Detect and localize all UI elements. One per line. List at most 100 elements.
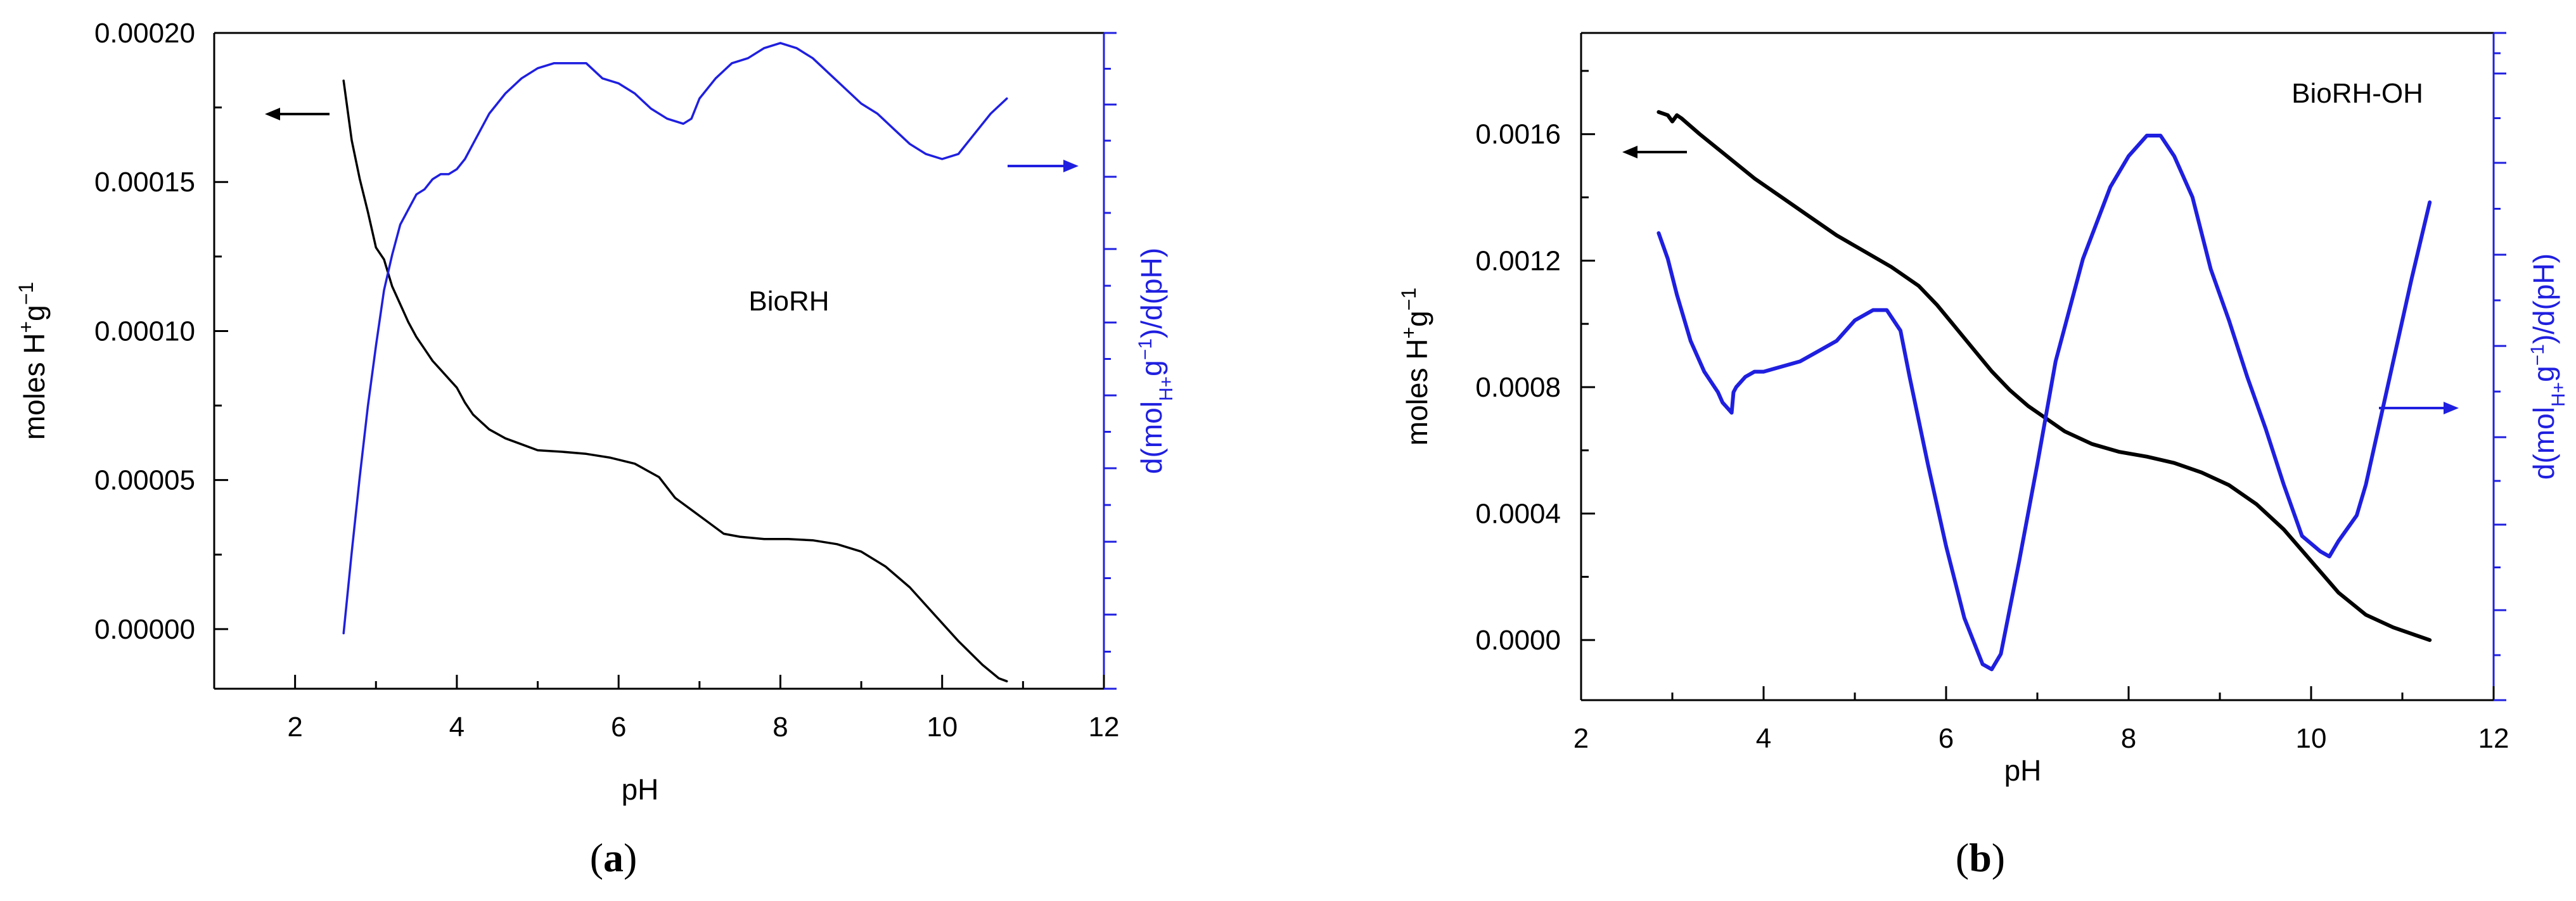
- y-left-tick-label: 0.0004: [1475, 499, 1561, 530]
- data-point-derivative: [2247, 376, 2248, 377]
- data-point-moles: [2201, 472, 2202, 473]
- data-point-derivative: [1733, 392, 1734, 393]
- data-point-moles: [909, 587, 910, 588]
- y-left-tick-label: 0.0008: [1475, 372, 1561, 403]
- data-point-moles: [456, 387, 457, 388]
- data-point-derivative: [699, 98, 700, 99]
- y-left-tick-label: 0.00020: [94, 18, 195, 49]
- data-point-derivative: [489, 113, 490, 114]
- data-point-derivative: [2320, 551, 2321, 552]
- data-point-derivative: [2055, 361, 2056, 362]
- panel-caption: (b): [1956, 835, 2005, 880]
- data-point-moles: [1809, 216, 1810, 217]
- series-line-derivative: [1656, 134, 2432, 672]
- data-point-moles: [707, 521, 708, 522]
- data-point-derivative: [602, 78, 603, 79]
- data-point-derivative: [1909, 376, 1910, 377]
- data-point-derivative: [1754, 371, 1755, 372]
- data-point-derivative: [1722, 402, 1723, 403]
- x-tick-label: 6: [1938, 723, 1954, 754]
- data-point-moles: [1672, 121, 1673, 122]
- data-point-derivative: [416, 194, 417, 195]
- data-point-moles: [934, 614, 935, 615]
- series-line-moles: [1656, 110, 2432, 642]
- data-point-moles: [489, 429, 490, 430]
- data-point-moles: [408, 322, 409, 323]
- y-left-tick-label: 0.0016: [1475, 119, 1561, 150]
- data-point-moles: [440, 369, 441, 370]
- data-point-moles: [416, 336, 417, 337]
- data-point-derivative: [958, 154, 959, 155]
- right-axis-arrow-head-icon: [2444, 402, 2459, 414]
- y-left-tick-label: 0.00005: [94, 465, 195, 496]
- data-point-derivative: [1718, 392, 1719, 393]
- data-point-derivative: [1745, 376, 1746, 377]
- data-point-moles: [1754, 178, 1755, 179]
- data-point-derivative: [1818, 351, 1819, 352]
- y-left-axis-title: moles H+g−1: [1397, 288, 1433, 445]
- data-point-derivative: [715, 78, 716, 79]
- data-point-derivative: [1781, 366, 1782, 367]
- data-point-moles: [2338, 592, 2339, 593]
- x-tick-label: 4: [1756, 723, 1771, 754]
- data-point-moles: [1955, 327, 1956, 328]
- data-point-moles: [675, 497, 676, 498]
- data-point-moles: [1836, 235, 1837, 236]
- data-point-derivative: [2192, 197, 2193, 198]
- chart-panel-a: 2 4 6 8 10 12 0.00000 0.00005 0.00010 0.00015 0.00…: [15, 18, 1177, 880]
- data-point-moles: [691, 509, 692, 510]
- x-tick-label: 8: [2121, 723, 2136, 754]
- x-axis-title: pH: [2004, 754, 2042, 787]
- data-point-moles: [610, 457, 611, 458]
- data-point-moles: [343, 80, 344, 81]
- chart-panel-b: 2 4 6 8 10 12 0.0000 0.0004 0.0008 0.0012 0.0016 Bi…: [1397, 32, 2569, 880]
- x-tick-label: 8: [772, 712, 788, 743]
- series-line-moles: [342, 79, 1008, 682]
- data-point-derivative: [2174, 156, 2175, 157]
- x-tick-label: 10: [926, 712, 958, 743]
- data-point-derivative: [634, 93, 635, 94]
- x-axis-title: pH: [622, 773, 659, 806]
- x-tick-label: 12: [1089, 712, 1120, 743]
- y-right-axis-title: d(molH+g−1)/d(pH): [1135, 248, 1177, 474]
- y-left-tick-label: 0.00015: [94, 167, 195, 198]
- data-point-moles: [634, 463, 635, 464]
- data-point-derivative: [505, 93, 506, 94]
- y-left-axis-title: moles H+g−1: [15, 282, 51, 440]
- data-point-moles: [1973, 349, 1974, 350]
- x-tick-label: 2: [287, 712, 302, 743]
- panel-annotation: BioRH: [748, 286, 829, 317]
- data-point-derivative: [780, 42, 781, 43]
- left-axis-arrow-head-icon: [1622, 146, 1637, 158]
- data-point-moles: [424, 348, 425, 349]
- data-point-derivative: [456, 169, 457, 170]
- data-point-derivative: [691, 118, 692, 119]
- y-left-tick-label: 0.00000: [94, 614, 195, 645]
- data-point-derivative: [2338, 540, 2339, 541]
- y-right-axis-title: d(molH+g−1)/d(pH): [2527, 253, 2569, 480]
- panel-caption: (a): [590, 835, 638, 880]
- data-point-moles: [2146, 456, 2147, 457]
- left-axis-arrow-head-icon: [265, 108, 280, 120]
- data-point-derivative: [1690, 341, 1691, 342]
- data-point-derivative: [618, 83, 619, 84]
- data-point-derivative: [1704, 371, 1705, 372]
- y-left-tick-label: 0.0012: [1475, 245, 1561, 276]
- x-tick-label: 12: [2478, 723, 2509, 754]
- x-tick-label: 6: [611, 712, 626, 743]
- data-point-derivative: [2283, 484, 2284, 485]
- data-point-moles: [1781, 197, 1782, 198]
- data-point-derivative: [384, 290, 385, 291]
- data-point-derivative: [1982, 664, 1983, 665]
- data-point-derivative: [1731, 412, 1732, 413]
- x-tick-label: 4: [449, 712, 465, 743]
- data-point-derivative: [2019, 561, 2020, 562]
- data-point-moles: [885, 566, 886, 567]
- right-axis-arrow-head-icon: [1063, 160, 1079, 172]
- data-point-derivative: [877, 113, 878, 114]
- data-point-derivative: [861, 103, 862, 104]
- data-point-derivative: [1946, 546, 1947, 547]
- data-point-derivative: [408, 209, 409, 210]
- data-point-moles: [1006, 681, 1007, 682]
